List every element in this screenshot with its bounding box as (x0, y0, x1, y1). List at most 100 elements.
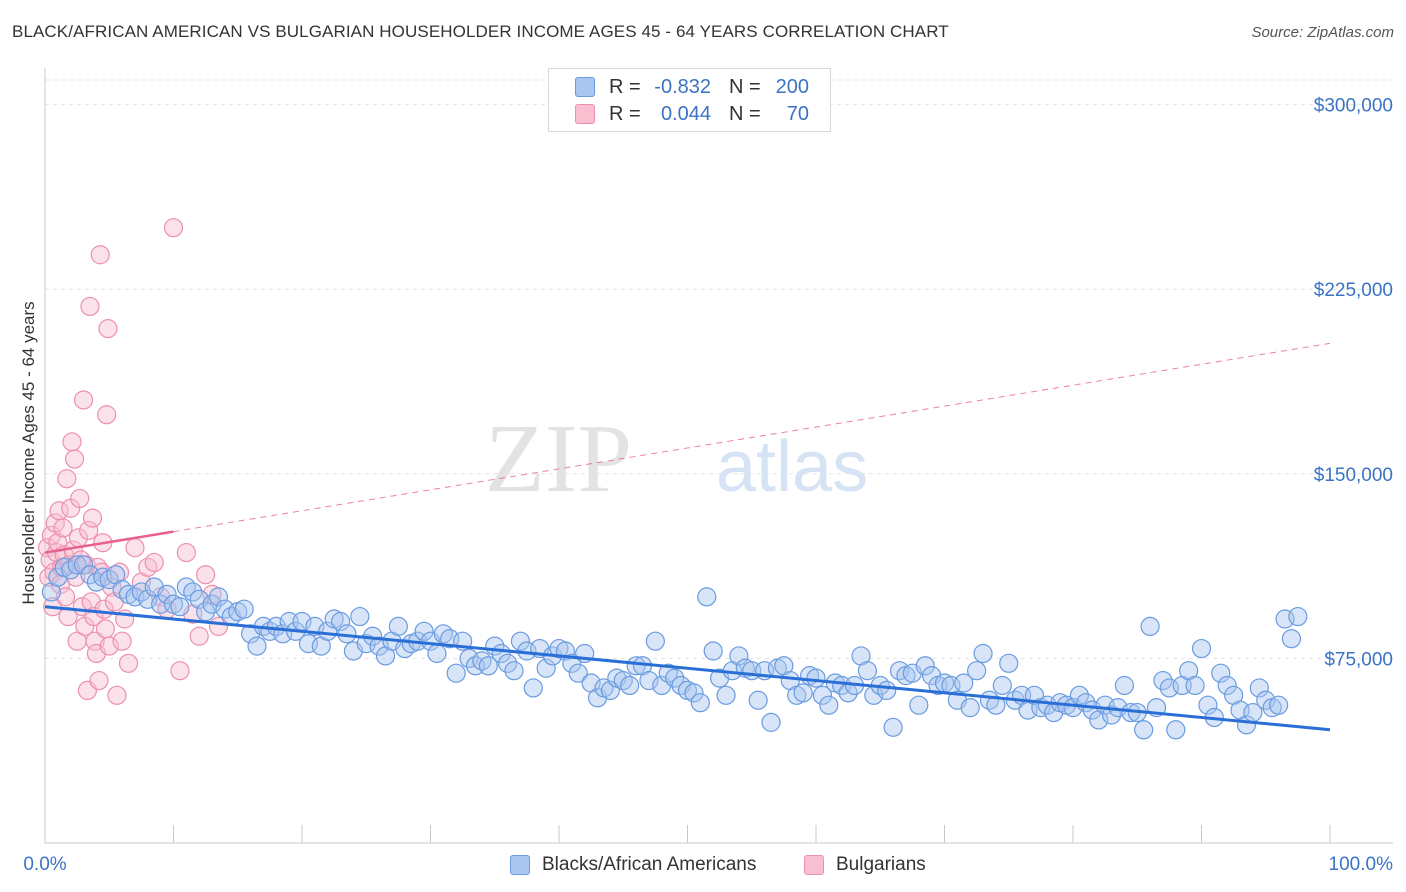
black-point (793, 683, 813, 703)
bulgarian-point (144, 552, 164, 573)
legend-r-value: 0.044 (660, 102, 711, 125)
black-point (703, 641, 723, 661)
watermark: ZIP atlas (485, 405, 868, 513)
black-point (600, 680, 621, 701)
black-point (138, 589, 158, 609)
bulgarian-point (125, 538, 145, 558)
bulgarian-point (163, 218, 184, 238)
x-tick-label-end: 100.0% (1329, 854, 1394, 875)
black-point (967, 661, 987, 681)
black-point (973, 643, 993, 664)
legend-n-value: 200 (775, 75, 809, 98)
bulgarian-trend-line-dashed (173, 342, 1331, 533)
bulgarian-point (99, 636, 119, 656)
black-point (536, 658, 556, 678)
black-point (1185, 675, 1205, 696)
bulgarian-point (138, 557, 158, 577)
bulgarian-point (41, 525, 62, 545)
series-legend-bulgarians[interactable]: Bulgarians (804, 854, 926, 876)
black-point (266, 616, 286, 637)
bulgarian-point (55, 587, 76, 607)
black-point (761, 712, 781, 732)
black-point (729, 646, 749, 666)
bulgarian-point (189, 626, 209, 646)
black-point (1166, 720, 1186, 740)
black-point (806, 668, 826, 688)
legend-r-label: R = (609, 102, 641, 125)
black-point (626, 656, 646, 676)
black-point (73, 555, 94, 575)
black-point (748, 690, 768, 710)
bulgarian-point (53, 518, 73, 538)
bulgarian-point (98, 318, 118, 339)
black-point (350, 606, 370, 627)
black-point (819, 695, 839, 715)
bulgarian-trend-line-solid (44, 530, 174, 554)
legend-swatch-blue (575, 77, 595, 97)
black-point (67, 555, 87, 575)
black-point (183, 582, 203, 602)
black-point (999, 653, 1019, 673)
legend-r-label: R = (609, 75, 641, 98)
black-point (234, 599, 254, 619)
black-point (1217, 675, 1237, 696)
axis-layer (44, 68, 1393, 844)
bulgarian-point (70, 488, 90, 509)
y-tick-label: $300,000 (1314, 96, 1393, 117)
black-point (510, 631, 531, 651)
black-point (208, 587, 229, 607)
trend-layer (44, 342, 1331, 732)
x-tick-label-start: 0.0% (23, 854, 66, 875)
black-point (369, 636, 389, 656)
bulgarian-point (97, 405, 117, 425)
black-point (446, 663, 466, 683)
legend-n-label: N = (729, 102, 761, 125)
black-point (857, 661, 878, 681)
black-point (909, 695, 929, 715)
black-point (388, 616, 408, 637)
black-point (189, 589, 209, 609)
black-point (202, 594, 222, 614)
black-point (665, 668, 685, 688)
legend-n-label: N = (729, 75, 761, 98)
black-point (1140, 616, 1160, 637)
bulgarian-points (37, 218, 229, 705)
black-point (427, 643, 447, 664)
bulgarian-point (176, 542, 196, 563)
bulgarian-point (118, 653, 139, 673)
black-point (690, 693, 710, 713)
black-point (318, 621, 338, 641)
series-legend: Blacks/African Americans Bulgarians (0, 851, 1406, 879)
black-point (960, 698, 980, 718)
black-point (1256, 690, 1276, 710)
bulgarian-point (170, 661, 190, 681)
label-layer: $75,000 $150,000 $225,000 $300,000 0.0% 100.0… (23, 96, 1393, 875)
legend-swatch-pink (575, 104, 595, 124)
y-tick-label: $150,000 (1314, 465, 1393, 486)
black-point (568, 663, 588, 683)
black-point (1268, 695, 1289, 715)
y-tick-label: $75,000 (1324, 649, 1393, 670)
legend-row-blacks: R = -0.832 N = 200 (549, 74, 809, 100)
bulgarian-point (80, 296, 100, 317)
black-point (1134, 720, 1154, 740)
black-point (433, 624, 453, 644)
y-tick-label: $225,000 (1314, 280, 1393, 301)
black-point (1249, 678, 1269, 698)
black-point (812, 685, 833, 705)
bulgarian-point (90, 245, 110, 265)
black-point (1153, 670, 1173, 691)
watermark-zip: ZIP (485, 405, 632, 513)
black-point (992, 675, 1012, 696)
black-point (639, 670, 659, 691)
bulgarian-point (57, 469, 77, 489)
black-point (1198, 695, 1218, 715)
grid-layer (45, 79, 1393, 659)
legend-row-bulgarians: R = 0.044 N = 70 (549, 101, 809, 127)
bulgarian-point (73, 390, 94, 410)
series-legend-blacks[interactable]: Blacks/African Americans (510, 854, 756, 876)
black-point (986, 695, 1006, 715)
black-point (1288, 606, 1308, 627)
black-point (99, 570, 119, 590)
